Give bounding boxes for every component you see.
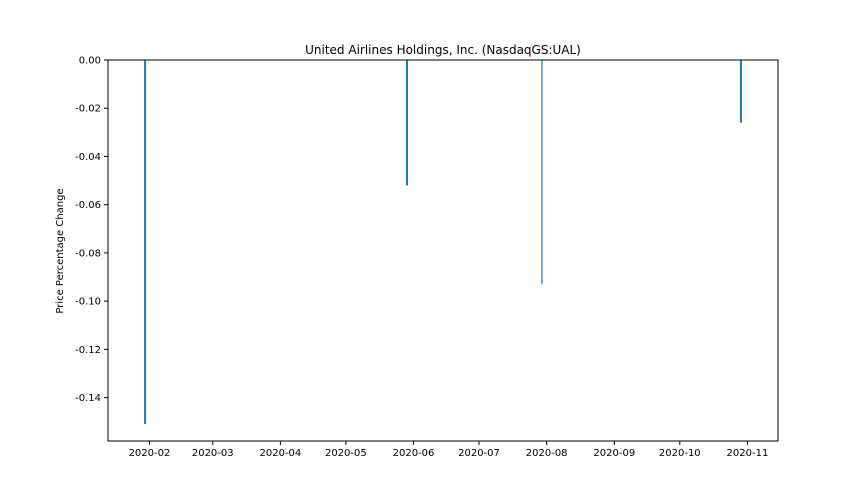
chart-title: United Airlines Holdings, Inc. (NasdaqGS… (305, 43, 581, 57)
x-axis-ticks: 2020-02 2020-03 2020-04 2020-05 2020-06 2020-… (129, 441, 769, 459)
y-tick-label: -0.06 (75, 200, 101, 211)
y-axis-ticks: 0.00 -0.02 -0.04 -0.06 -0.08 -0.10 -0.12 -0.14 (75, 56, 108, 404)
y-tick-label: -0.08 (75, 248, 101, 259)
y-tick-label: -0.14 (75, 393, 101, 404)
bar-2020-01-30 (144, 60, 147, 425)
y-tick-label: -0.02 (75, 104, 101, 115)
y-tick-label: -0.04 (75, 152, 101, 163)
x-tick-label: 2020-11 (727, 448, 769, 459)
x-tick-label: 2020-07 (458, 448, 500, 459)
plot-area-frame (107, 59, 779, 442)
x-tick-label: 2020-09 (593, 448, 635, 459)
x-tick-label: 2020-04 (260, 448, 302, 459)
y-tick-label: -0.12 (75, 345, 101, 356)
y-tick-label: 0.00 (79, 56, 101, 67)
x-tick-label: 2020-10 (659, 448, 701, 459)
x-tick-label: 2020-06 (393, 448, 435, 459)
x-tick-label: 2020-03 (192, 448, 234, 459)
bar-2020-07-30 (541, 60, 543, 285)
x-tick-label: 2020-08 (526, 448, 568, 459)
bar-2020-05-29 (406, 60, 408, 186)
bars-group (144, 60, 742, 425)
y-tick-label: -0.10 (75, 297, 101, 308)
x-tick-label: 2020-05 (325, 448, 367, 459)
y-axis-label: Price Percentage Change (55, 188, 66, 313)
x-tick-label: 2020-02 (129, 448, 171, 459)
bar-2020-10-29 (739, 60, 742, 123)
